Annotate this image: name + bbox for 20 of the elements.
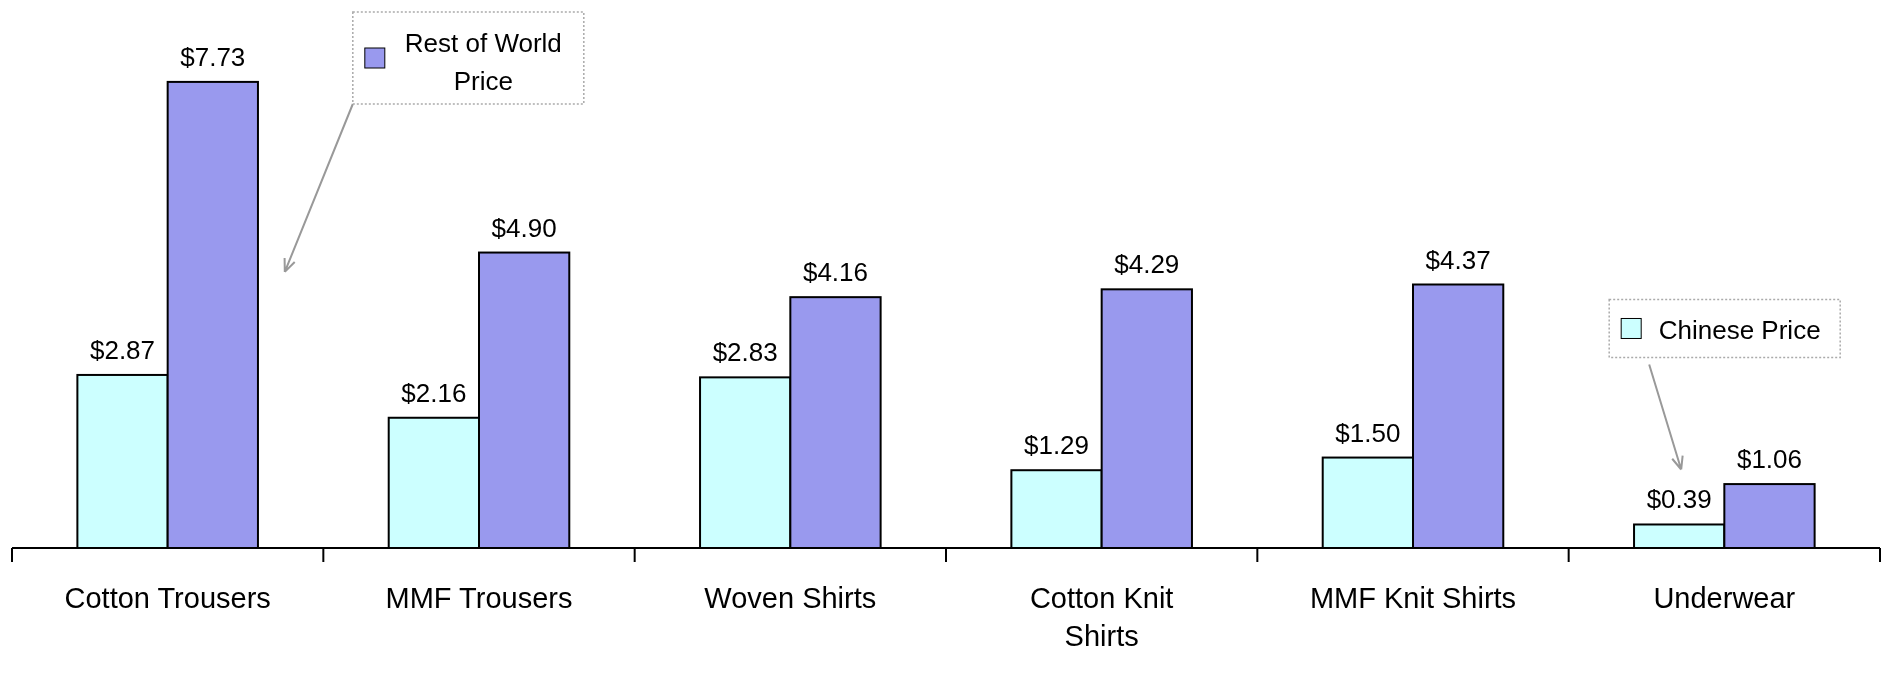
data-label: $4.29 xyxy=(1114,249,1180,280)
x-tick-label: Woven Shirts xyxy=(704,582,877,614)
legend-label: Rest of World Price xyxy=(404,28,562,96)
data-label: $0.39 xyxy=(1646,484,1712,515)
x-tick-label: MMF Knit Shirts xyxy=(1309,582,1517,614)
data-label: $4.16 xyxy=(802,257,869,288)
x-tick-label: Cotton Knit Shirts xyxy=(1029,582,1174,652)
legend-label: Chinese Price xyxy=(1658,315,1821,346)
data-label: $4.90 xyxy=(491,212,557,243)
data-label: $2.16 xyxy=(401,377,467,408)
data-label: $1.50 xyxy=(1335,417,1401,448)
data-label: $7.73 xyxy=(180,41,246,72)
data-label: $2.83 xyxy=(712,337,778,368)
data-label: $1.06 xyxy=(1736,444,1803,475)
x-tick-label: Cotton Trousers xyxy=(64,582,271,614)
x-tick-label: MMF Trousers xyxy=(385,582,573,614)
data-label: $4.37 xyxy=(1425,244,1491,275)
data-label: $1.29 xyxy=(1023,430,1090,461)
x-tick-label: Underwear xyxy=(1653,582,1796,614)
data-label: $2.87 xyxy=(89,334,156,365)
